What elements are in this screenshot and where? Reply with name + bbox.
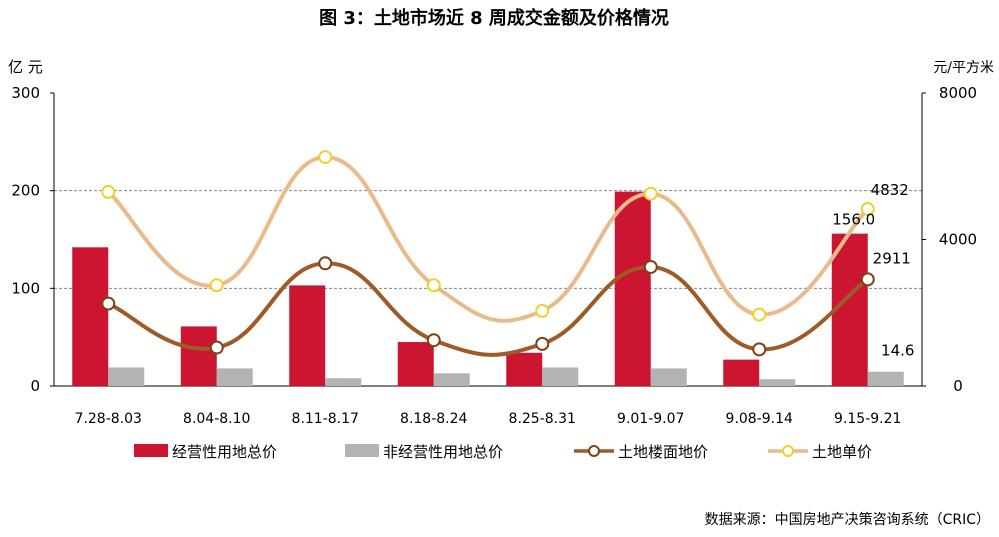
tick-labels: 0 100 200 300 0 4000 8000 7.28-8.03 8.04-8.10 8.1… xyxy=(11,84,977,427)
noncommercial-bar xyxy=(759,379,796,386)
floor-price-point xyxy=(535,336,550,351)
floor-price-point xyxy=(101,296,116,311)
right-tick-label: 4000 xyxy=(939,231,977,249)
left-tick-label: 100 xyxy=(11,279,40,297)
unit-price-point xyxy=(426,278,441,293)
legend-label: 土地楼面地价 xyxy=(618,443,708,461)
noncommercial-bar xyxy=(867,371,904,386)
unit-price-point xyxy=(860,202,875,217)
legend-swatch-marker xyxy=(588,445,600,457)
noncommercial-bar xyxy=(433,373,470,386)
commercial-bar xyxy=(180,326,217,386)
legend: 经营性用地总价 非经营性用地总价 土地楼面地价 土地单价 xyxy=(134,443,872,461)
floor-price-point xyxy=(318,256,333,271)
x-tick-label: 7.28-8.03 xyxy=(75,411,142,427)
left-tick-label: 0 xyxy=(30,377,40,395)
unit-price-point xyxy=(318,150,333,165)
noncommercial-bar xyxy=(325,378,362,386)
x-tick-label: 8.18-8.24 xyxy=(400,411,467,427)
legend-unit-price: 土地单价 xyxy=(768,443,872,461)
x-tick-label: 8.04-8.10 xyxy=(183,411,250,427)
bars xyxy=(72,191,904,386)
commercial-bar xyxy=(397,342,434,386)
right-tick-label: 8000 xyxy=(939,84,977,102)
commercial-bar xyxy=(723,359,760,386)
commercial-bar xyxy=(614,191,651,386)
legend-label: 土地单价 xyxy=(812,443,872,461)
data-labels: 156.0 14.6 2911 4832 xyxy=(832,181,914,360)
left-axis-unit: 亿 元 xyxy=(8,58,43,76)
noncommercial-bar xyxy=(650,368,687,386)
left-tick-label: 200 xyxy=(11,182,40,200)
right-tick-label: 0 xyxy=(953,377,963,395)
commercial-bar xyxy=(289,285,326,386)
x-tick-label: 8.25-8.31 xyxy=(509,411,576,427)
noncommercial-bar xyxy=(108,367,145,386)
commercial-bar xyxy=(506,352,543,386)
unit-price-point xyxy=(643,186,658,201)
commercial-bar xyxy=(72,247,109,386)
legend-label: 经营性用地总价 xyxy=(172,443,277,461)
data-label: 4832 xyxy=(871,181,909,199)
floor-price-point xyxy=(209,340,224,355)
legend-swatch xyxy=(345,444,379,457)
lines xyxy=(101,150,875,357)
commercial-bar xyxy=(831,233,868,386)
x-tick-label: 9.08-9.14 xyxy=(726,411,793,427)
x-tick-label: 9.01-9.07 xyxy=(617,411,684,427)
unit-price-point xyxy=(535,303,550,318)
noncommercial-bar xyxy=(542,367,579,386)
data-label: 156.0 xyxy=(832,211,875,229)
unit-price-point xyxy=(752,307,767,322)
data-label: 2911 xyxy=(873,249,911,267)
x-tick-label: 8.11-8.17 xyxy=(292,411,359,427)
legend-label: 非经营性用地总价 xyxy=(383,443,503,461)
right-axis-unit: 元/平方米 xyxy=(933,60,994,76)
gridlines xyxy=(54,190,922,289)
legend-commercial: 经营性用地总价 xyxy=(134,443,277,461)
legend-swatch-marker xyxy=(782,445,794,457)
floor-price-point xyxy=(426,333,441,348)
source-note: 数据来源：中国房地产决策咨询系统（CRIC） xyxy=(705,511,990,528)
noncommercial-bar xyxy=(216,368,253,386)
legend-floor-price: 土地楼面地价 xyxy=(574,443,708,461)
unit-price-line xyxy=(106,155,870,323)
data-label: 14.6 xyxy=(881,342,914,360)
chart-title: 图 3：土地市场近 8 周成交金额及价格情况 xyxy=(319,7,669,29)
legend-swatch xyxy=(134,444,168,457)
floor-price-point xyxy=(643,259,658,274)
unit-price-point xyxy=(101,184,116,199)
left-tick-label: 300 xyxy=(11,84,40,102)
floor-price-point xyxy=(860,272,875,287)
unit-price-point xyxy=(209,278,224,293)
floor-price-point xyxy=(752,342,767,357)
legend-noncommercial: 非经营性用地总价 xyxy=(345,443,503,461)
x-tick-label: 9.15-9.21 xyxy=(834,411,901,427)
floor-price-line xyxy=(106,261,870,357)
